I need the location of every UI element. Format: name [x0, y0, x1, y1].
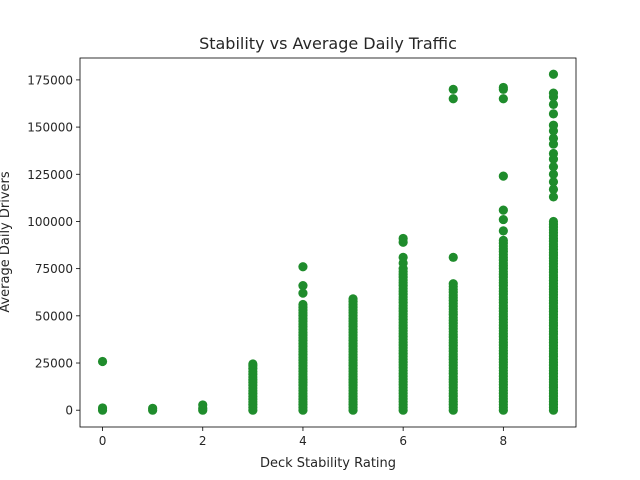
- x-tick-label: 0: [99, 434, 107, 448]
- y-axis-label: Average Daily Drivers: [0, 171, 13, 313]
- data-point: [498, 171, 508, 181]
- y-tick-label: 75000: [35, 262, 73, 276]
- data-point: [148, 403, 158, 413]
- data-point: [548, 216, 559, 227]
- x-tick-label: 6: [399, 434, 407, 448]
- data-point: [448, 94, 458, 104]
- y-tick-label: 50000: [35, 309, 73, 323]
- chart-title: Stability vs Average Daily Traffic: [199, 34, 457, 53]
- x-tick-label: 4: [299, 434, 307, 448]
- x-axis-label: Deck Stability Rating: [260, 456, 396, 471]
- data-point: [298, 288, 308, 298]
- data-point: [448, 252, 458, 262]
- data-point: [498, 94, 508, 104]
- data-point: [548, 162, 559, 172]
- data-point: [548, 109, 559, 119]
- data-point: [448, 279, 458, 289]
- y-tick-label: 125000: [27, 168, 73, 182]
- data-point: [498, 214, 508, 225]
- data-point: [97, 356, 108, 367]
- y-tick-label: 150000: [27, 121, 73, 135]
- data-point: [548, 192, 559, 202]
- data-point: [448, 84, 458, 94]
- data-point: [97, 403, 108, 413]
- data-point: [498, 226, 508, 236]
- data-point: [548, 69, 559, 79]
- data-point: [398, 233, 408, 244]
- data-point: [548, 133, 559, 144]
- plot-frame: [79, 57, 577, 428]
- y-tick-label: 100000: [27, 215, 73, 229]
- data-point: [348, 294, 358, 304]
- data-point: [548, 120, 559, 130]
- y-tick-label: 25000: [35, 357, 73, 371]
- data-point: [548, 169, 559, 179]
- data-point: [548, 88, 559, 98]
- x-tick-label: 8: [500, 434, 508, 448]
- data-point: [498, 82, 508, 93]
- data-point: [498, 235, 508, 245]
- data-point: [298, 262, 308, 272]
- data-point: [198, 400, 208, 410]
- data-point: [298, 299, 308, 310]
- data-point: [498, 205, 508, 215]
- y-tick-label: 0: [65, 404, 73, 418]
- data-point: [398, 252, 408, 262]
- data-point: [548, 99, 559, 110]
- data-point: [548, 148, 559, 159]
- data-point: [298, 281, 308, 291]
- x-axis-ticks: 0 2 4 6 8: [99, 427, 507, 448]
- data-point: [548, 177, 559, 187]
- data-points: [97, 69, 559, 415]
- y-tick-label: 175000: [27, 73, 73, 87]
- data-point: [248, 359, 258, 369]
- y-axis-ticks: 0 25000 50000 75000 100000 125000 150000 175000: [27, 73, 80, 418]
- x-tick-label: 2: [199, 434, 207, 448]
- data-point: [548, 184, 559, 194]
